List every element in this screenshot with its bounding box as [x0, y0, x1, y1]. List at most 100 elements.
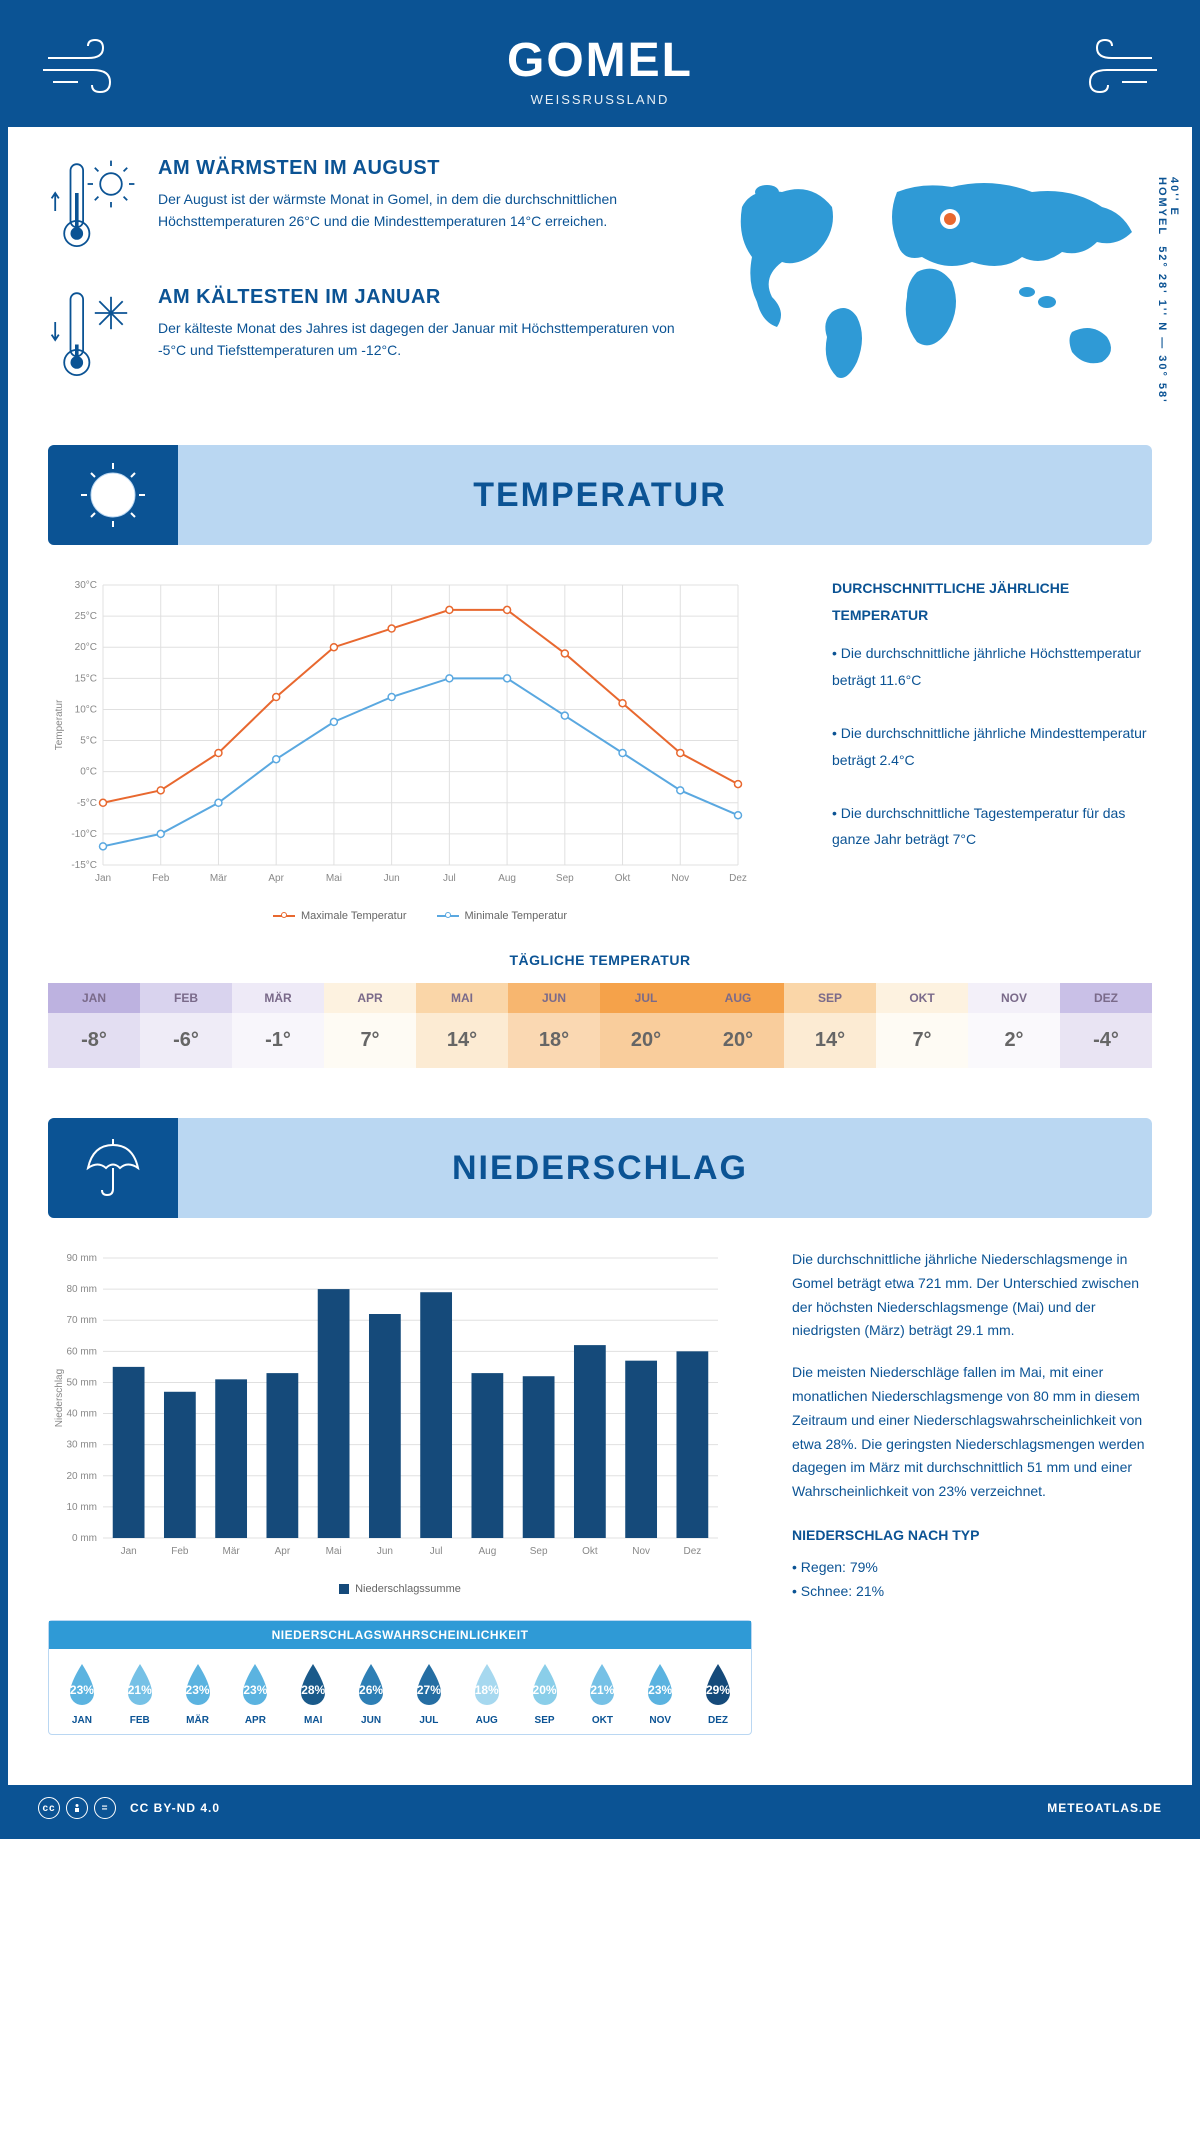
svg-text:Dez: Dez	[683, 1546, 701, 1557]
temp-col: MAI 14°	[416, 983, 508, 1068]
country: WEISSRUSSLAND	[8, 92, 1192, 107]
svg-text:-5°C: -5°C	[77, 798, 97, 809]
svg-text:Dez: Dez	[729, 873, 747, 884]
svg-text:Jan: Jan	[121, 1546, 137, 1557]
svg-text:60 mm: 60 mm	[66, 1346, 97, 1357]
svg-text:30°C: 30°C	[75, 580, 97, 591]
prob-box: NIEDERSCHLAGSWAHRSCHEINLICHKEIT 23% JAN …	[48, 1620, 752, 1735]
svg-text:Temperatur: Temperatur	[54, 699, 65, 750]
svg-text:20°C: 20°C	[75, 642, 97, 653]
temp-col: JUN 18°	[508, 983, 600, 1068]
coordinates: HOMYEL 52° 28' 1'' N — 30° 58' 40'' E	[1156, 177, 1180, 415]
svg-text:Feb: Feb	[152, 873, 170, 884]
daily-temp-table: JAN -8° FEB -6° MÄR -1° APR 7° MAI 14° J…	[48, 983, 1152, 1068]
svg-text:Jul: Jul	[443, 873, 456, 884]
world-map	[722, 157, 1152, 397]
svg-text:Apr: Apr	[275, 1546, 291, 1557]
precip-p2: Die meisten Niederschläge fallen im Mai,…	[792, 1361, 1152, 1504]
thermometer-sun-icon	[48, 157, 138, 256]
footer: cc = CC BY-ND 4.0 METEOATLAS.DE	[8, 1785, 1192, 1831]
svg-text:Mai: Mai	[326, 1546, 342, 1557]
prob-cell: 23% MÄR	[169, 1661, 227, 1726]
temp-col: OKT 7°	[876, 983, 968, 1068]
svg-text:Aug: Aug	[478, 1546, 496, 1557]
site-name: METEOATLAS.DE	[1047, 1801, 1162, 1815]
svg-text:-15°C: -15°C	[71, 860, 97, 871]
svg-text:Okt: Okt	[615, 873, 631, 884]
svg-text:Apr: Apr	[268, 873, 284, 884]
svg-text:Mär: Mär	[210, 873, 228, 884]
svg-text:10 mm: 10 mm	[66, 1502, 97, 1513]
cold-title: AM KÄLTESTEN IM JANUAR	[158, 286, 682, 309]
precip-legend: Niederschlagssumme	[48, 1583, 752, 1595]
svg-text:Niederschlag: Niederschlag	[54, 1369, 65, 1427]
prob-cell: 23% APR	[226, 1661, 284, 1726]
coldest-block: AM KÄLTESTEN IM JANUAR Der kälteste Mona…	[48, 286, 682, 385]
svg-text:Mär: Mär	[223, 1546, 241, 1557]
svg-text:Jan: Jan	[95, 873, 111, 884]
sun-icon	[78, 460, 148, 530]
prob-cell: 23% JAN	[53, 1661, 111, 1726]
precip-type-title: NIEDERSCHLAG NACH TYP	[792, 1524, 1152, 1548]
prob-cell: 23% NOV	[631, 1661, 689, 1726]
svg-text:0°C: 0°C	[80, 767, 97, 778]
umbrella-icon	[78, 1133, 148, 1203]
svg-text:Feb: Feb	[171, 1546, 189, 1557]
nd-icon: =	[94, 1797, 116, 1819]
prob-cell: 21% OKT	[573, 1661, 631, 1726]
svg-text:15°C: 15°C	[75, 673, 97, 684]
temp-col: SEP 14°	[784, 983, 876, 1068]
warm-text: Der August ist der wärmste Monat in Gome…	[158, 188, 682, 233]
temp-col: JUL 20°	[600, 983, 692, 1068]
temp-col: JAN -8°	[48, 983, 140, 1068]
svg-text:Jun: Jun	[384, 873, 400, 884]
temp-col: NOV 2°	[968, 983, 1060, 1068]
precip-p1: Die durchschnittliche jährliche Niedersc…	[792, 1248, 1152, 1343]
temp-col: APR 7°	[324, 983, 416, 1068]
section-temp: TEMPERATUR	[48, 445, 1152, 545]
svg-text:40 mm: 40 mm	[66, 1409, 97, 1420]
warm-title: AM WÄRMSTEN IM AUGUST	[158, 157, 682, 180]
prob-cell: 26% JUN	[342, 1661, 400, 1726]
temp-legend: Maximale Temperatur Minimale Temperatur	[48, 910, 792, 922]
temp-col: AUG 20°	[692, 983, 784, 1068]
prob-cell: 20% SEP	[516, 1661, 574, 1726]
svg-text:Jun: Jun	[377, 1546, 393, 1557]
svg-text:10°C: 10°C	[75, 704, 97, 715]
warmest-block: AM WÄRMSTEN IM AUGUST Der August ist der…	[48, 157, 682, 256]
svg-text:Nov: Nov	[671, 873, 689, 884]
thermometer-snow-icon	[48, 286, 138, 385]
svg-text:0 mm: 0 mm	[72, 1533, 97, 1544]
city-title: GOMEL	[8, 33, 1192, 88]
svg-text:Mai: Mai	[326, 873, 342, 884]
svg-text:-10°C: -10°C	[71, 829, 97, 840]
svg-text:30 mm: 30 mm	[66, 1440, 97, 1451]
prob-cell: 27% JUL	[400, 1661, 458, 1726]
header: GOMEL WEISSRUSSLAND	[8, 8, 1192, 127]
svg-text:Okt: Okt	[582, 1546, 598, 1557]
temp-col: MÄR -1°	[232, 983, 324, 1068]
svg-text:Sep: Sep	[530, 1546, 548, 1557]
section-precip: NIEDERSCHLAG	[48, 1118, 1152, 1218]
svg-text:Aug: Aug	[498, 873, 516, 884]
temp-line-chart: -15°C -10°C -5°C 0°C 5°C 10°C 15°C 20°C 25°C 30°C…	[48, 575, 748, 895]
temp-info-title: DURCHSCHNITTLICHE JÄHRLICHE TEMPERATUR	[832, 575, 1152, 628]
by-icon	[66, 1797, 88, 1819]
temp-col: DEZ -4°	[1060, 983, 1152, 1068]
prob-cell: 21% FEB	[111, 1661, 169, 1726]
svg-text:80 mm: 80 mm	[66, 1284, 97, 1295]
prob-cell: 29% DEZ	[689, 1661, 747, 1726]
prob-cell: 18% AUG	[458, 1661, 516, 1726]
cc-icon: cc	[38, 1797, 60, 1819]
svg-text:Sep: Sep	[556, 873, 574, 884]
svg-text:5°C: 5°C	[80, 736, 97, 747]
svg-text:70 mm: 70 mm	[66, 1315, 97, 1326]
svg-text:90 mm: 90 mm	[66, 1253, 97, 1264]
svg-text:25°C: 25°C	[75, 611, 97, 622]
svg-text:20 mm: 20 mm	[66, 1471, 97, 1482]
svg-text:Nov: Nov	[632, 1546, 650, 1557]
svg-text:Jul: Jul	[430, 1546, 443, 1557]
wind-icon	[38, 38, 138, 98]
daily-temp-title: TÄGLICHE TEMPERATUR	[48, 952, 1152, 968]
temp-col: FEB -6°	[140, 983, 232, 1068]
